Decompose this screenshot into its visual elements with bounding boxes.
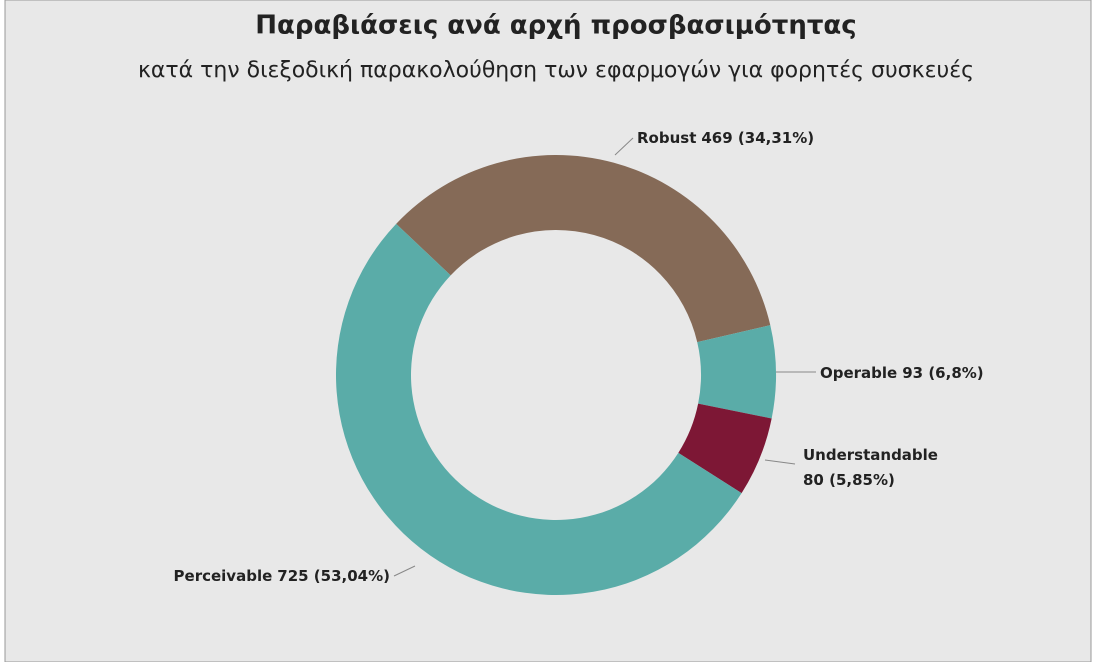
leader-line <box>764 459 796 465</box>
donut-slice <box>396 155 771 343</box>
data-label: Perceivable 725 (53,04%) <box>174 567 390 585</box>
label-name: Robust <box>637 129 696 147</box>
chart-subtitle: κατά την διεξοδική παρακολούθηση των εφα… <box>138 58 974 83</box>
label-value: 80 (5,85%) <box>803 471 895 489</box>
leader-line <box>614 137 634 156</box>
label-value: 469 (34,31%) <box>701 129 814 147</box>
donut-slice <box>697 325 776 419</box>
donut-slice <box>336 223 742 595</box>
data-label: Robust 469 (34,31%) <box>637 129 814 147</box>
data-label: Understandable 80 (5,85%) <box>803 446 938 489</box>
leader-line <box>393 565 416 577</box>
donut-slice <box>678 403 772 494</box>
label-value: 93 (6,8%) <box>902 364 983 382</box>
label-name: Understandable <box>803 446 938 464</box>
data-label: Operable 93 (6,8%) <box>820 364 984 382</box>
label-value: 725 (53,04%) <box>277 567 390 585</box>
chart-title: Παραβιάσεις ανά αρχή προσβασιμότητας <box>255 11 856 41</box>
label-name: Operable <box>820 364 897 382</box>
label-name: Perceivable <box>174 567 273 585</box>
